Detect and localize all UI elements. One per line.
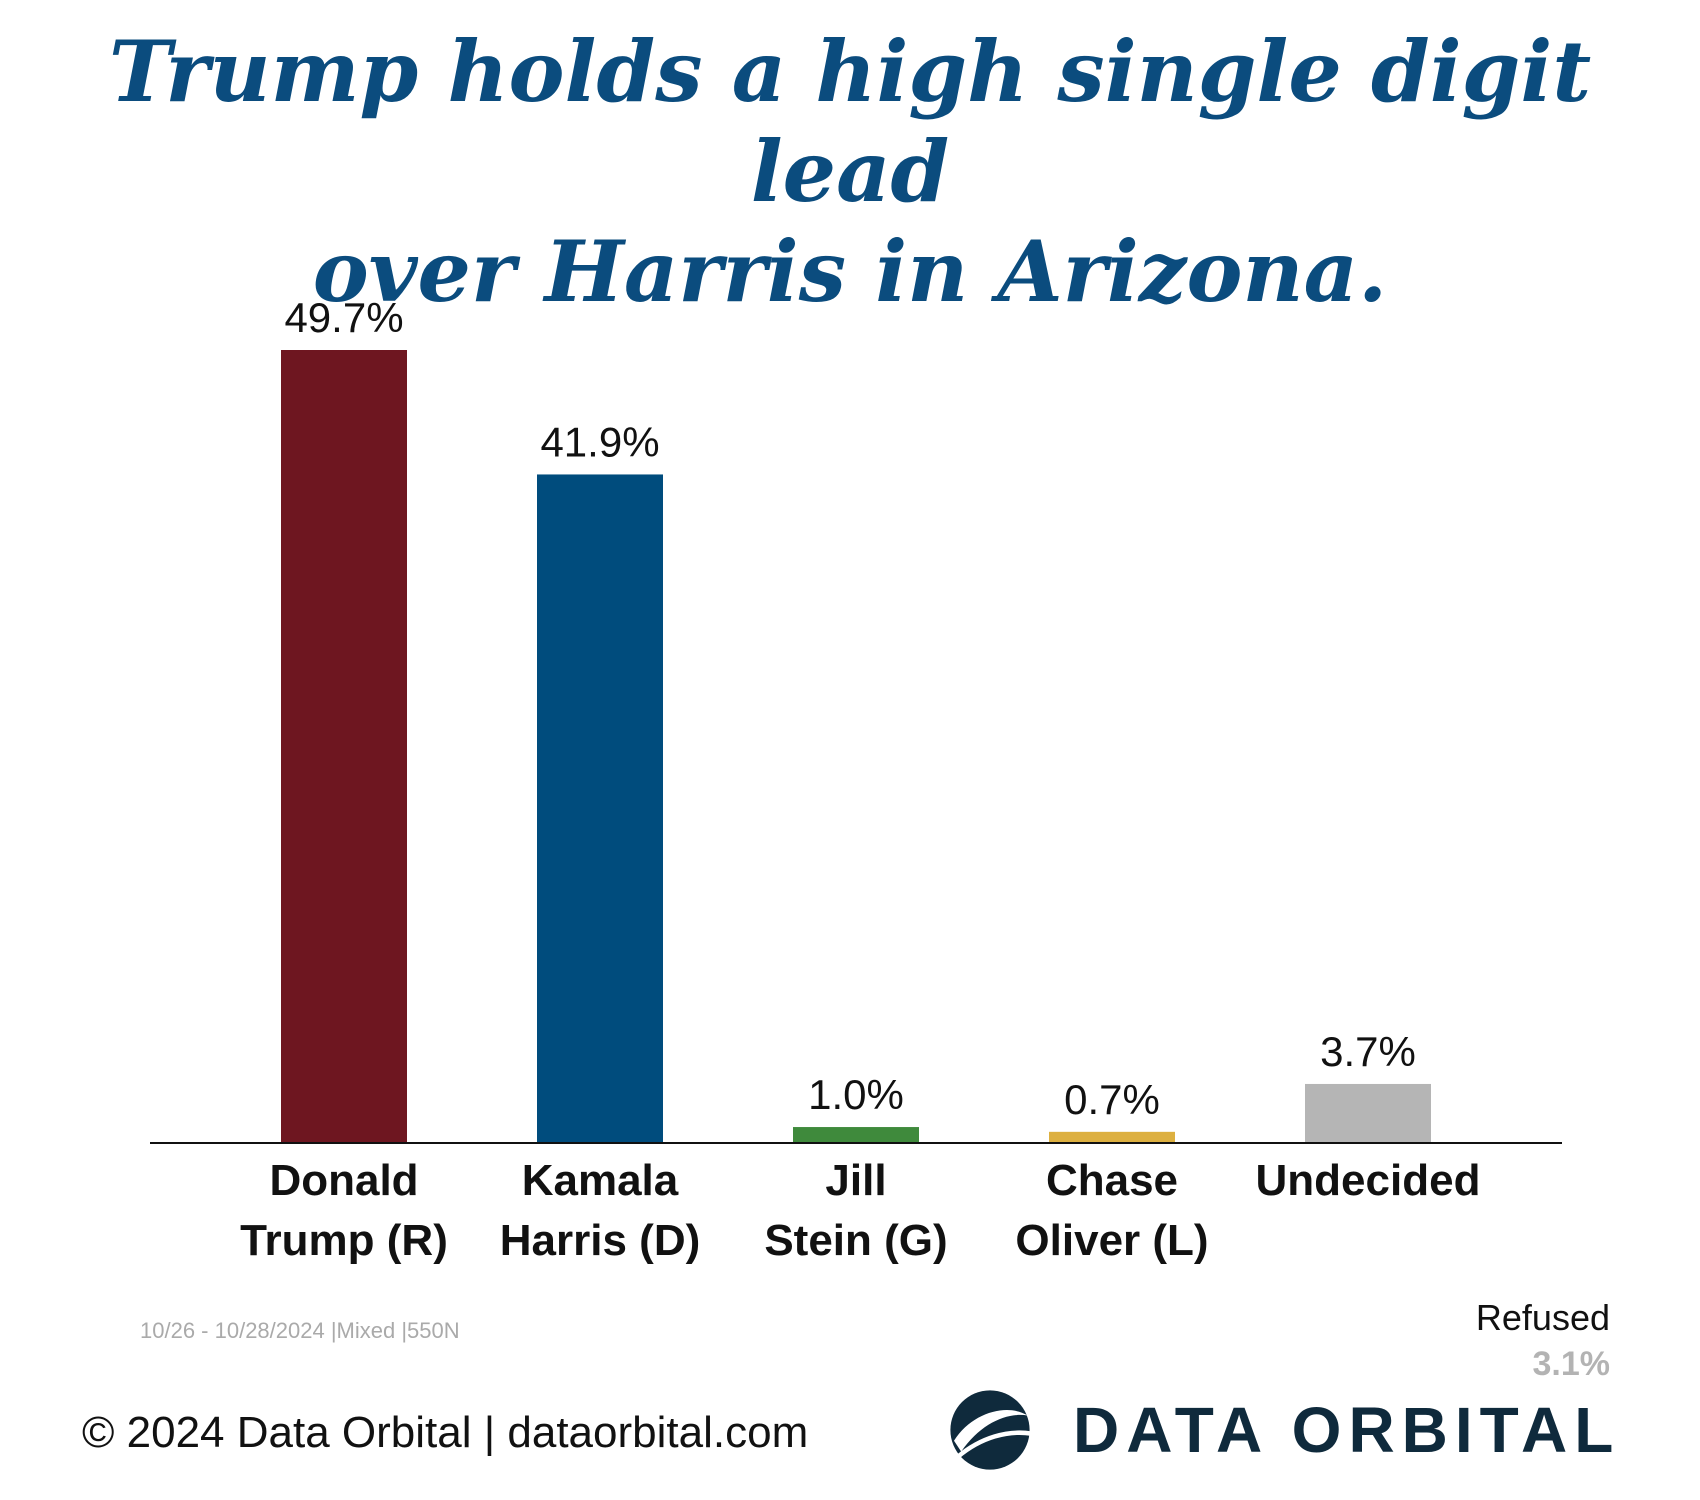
logo-wordmark: DATA ORBITAL [1073, 1394, 1621, 1466]
bar-4 [1305, 1083, 1431, 1143]
category-label-3-line-0: Chase [1046, 1156, 1178, 1205]
bar-0 [281, 350, 407, 1143]
data-orbital-logo: DATA ORBITAL [945, 1385, 1620, 1475]
category-label-3-line-1: Oliver (L) [1015, 1216, 1208, 1265]
category-label-0-line-1: Trump (R) [240, 1216, 448, 1265]
chart-title-line-1: Trump holds a high single digit lead [108, 22, 1592, 221]
bar-2 [793, 1127, 919, 1143]
category-label-4-line-0: Undecided [1256, 1156, 1481, 1205]
category-label-1-line-1: Harris (D) [500, 1216, 701, 1265]
value-label-3: 0.7% [1064, 1076, 1160, 1123]
category-label-1-line-0: Kamala [522, 1156, 679, 1205]
category-label-2-line-0: Jill [825, 1156, 886, 1205]
chart-title: Trump holds a high single digit lead ove… [40, 22, 1660, 322]
value-label-0: 49.7% [284, 294, 403, 341]
bar-1 [537, 474, 663, 1144]
refused-callout: Refused 3.1% [1476, 1295, 1610, 1387]
value-label-1: 41.9% [540, 418, 659, 465]
bar-3 [1049, 1131, 1175, 1143]
category-label-2-line-1: Stein (G) [764, 1216, 947, 1265]
orbit-globe-icon [950, 1390, 1032, 1470]
value-label-4: 3.7% [1320, 1028, 1416, 1075]
refused-value: 3.1% [1532, 1345, 1611, 1383]
value-label-2: 1.0% [808, 1071, 904, 1118]
survey-meta: 10/26 - 10/28/2024 |Mixed |550N [140, 1318, 460, 1343]
copyright-footer: © 2024 Data Orbital | dataorbital.com [82, 1408, 809, 1457]
chart-title-line-2: over Harris in Arizona. [312, 222, 1388, 321]
refused-label: Refused [1475, 1297, 1610, 1338]
category-label-0-line-0: Donald [269, 1156, 418, 1205]
